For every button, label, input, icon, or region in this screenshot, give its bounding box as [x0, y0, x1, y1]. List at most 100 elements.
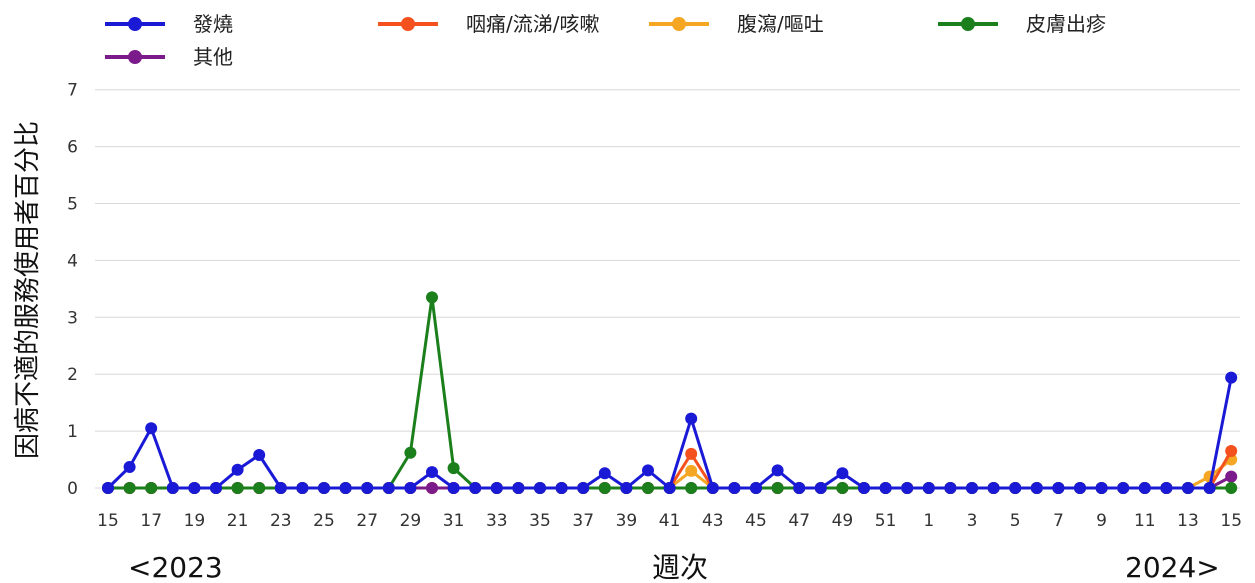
data-point: [706, 482, 719, 494]
data-point: [944, 482, 957, 494]
data-point: [793, 482, 806, 494]
y-axis-title: 因病不適的服務使用者百分比: [13, 121, 43, 459]
data-point: [771, 464, 784, 477]
data-point: [274, 482, 287, 494]
y-tick-label: 7: [67, 81, 78, 101]
legend-swatch-dot: [672, 17, 686, 31]
data-point: [512, 482, 525, 494]
data-point: [102, 482, 114, 494]
x-tick-label: 39: [616, 511, 638, 531]
data-point: [1182, 482, 1194, 494]
data-point: [404, 446, 417, 459]
x-tick-label: 1: [923, 511, 934, 531]
x-tick-label: 41: [659, 511, 681, 531]
data-point: [1225, 371, 1238, 384]
data-point: [361, 482, 374, 494]
data-point: [685, 482, 698, 494]
x-tick-label: 21: [227, 511, 249, 531]
legend-item: 皮膚出疹: [938, 12, 1106, 36]
data-point: [1009, 482, 1022, 494]
legend-label: 皮膚出疹: [1026, 12, 1106, 36]
data-point: [836, 467, 849, 480]
legend-item: 咽痛/流涕/咳嗽: [378, 12, 599, 36]
data-point: [296, 482, 309, 494]
data-point: [469, 482, 482, 494]
data-point: [966, 482, 978, 494]
x-tick-label: 5: [1010, 511, 1021, 531]
legend-item: 發燒: [105, 12, 233, 36]
legend-item: 腹瀉/嘔吐: [649, 12, 824, 36]
data-point: [685, 412, 698, 425]
legend-swatch-dot: [128, 17, 142, 31]
data-point: [339, 482, 352, 494]
data-point: [382, 482, 395, 494]
data-point: [642, 464, 654, 477]
data-point: [1225, 470, 1238, 483]
data-point: [253, 448, 266, 461]
data-point: [814, 482, 827, 494]
x-axis-ticks: 15 17 19 21 23 25 27 29 31 33 35 37 39 41 43 45 47 49 51 1 3…: [97, 511, 1242, 531]
data-point: [318, 482, 330, 494]
y-tick-label: 0: [67, 479, 78, 499]
legend-label: 其他: [193, 45, 233, 69]
data-point: [620, 482, 633, 494]
x-tick-label: 25: [313, 511, 335, 531]
y-tick-label: 4: [67, 251, 78, 271]
data-point: [166, 482, 179, 494]
legend-swatch-dot: [128, 50, 142, 64]
data-point: [1225, 445, 1238, 458]
grid-lines: [95, 89, 1240, 489]
data-point: [1225, 482, 1238, 494]
data-point: [836, 482, 849, 494]
y-tick-label: 6: [67, 138, 78, 158]
data-point: [1095, 482, 1108, 494]
x-tick-label: 23: [270, 511, 292, 531]
y-tick-label: 2: [67, 365, 78, 385]
data-point: [642, 482, 654, 494]
data-point: [447, 482, 460, 494]
x-tick-label: 33: [486, 511, 508, 531]
data-point: [577, 482, 590, 494]
data-point: [901, 482, 914, 494]
data-point: [145, 482, 158, 494]
data-point: [858, 482, 870, 494]
legend-item: 其他: [105, 45, 233, 69]
x-tick-label: 35: [529, 511, 551, 531]
data-point: [598, 482, 611, 494]
data-point: [879, 482, 892, 494]
x-tick-label: 43: [702, 511, 724, 531]
data-point: [685, 464, 698, 477]
data-point: [404, 482, 417, 494]
data-point: [771, 482, 784, 494]
x-tick-label: 3: [967, 511, 978, 531]
x-axis-title: 週次: [652, 551, 708, 583]
series-3: [102, 291, 1238, 494]
data-point: [447, 462, 460, 475]
data-point: [426, 291, 438, 304]
y-tick-label: 3: [67, 308, 78, 328]
data-point: [188, 482, 201, 494]
legend-label: 腹瀉/嘔吐: [737, 12, 824, 36]
data-point: [426, 466, 438, 479]
legend-label: 咽痛/流涕/咳嗽: [466, 12, 599, 36]
data-point: [922, 482, 935, 494]
data-point: [728, 482, 741, 494]
y-tick-label: 1: [67, 422, 78, 442]
data-point: [123, 460, 136, 473]
x-tick-label: 11: [1134, 511, 1156, 531]
data-point: [145, 422, 158, 435]
data-point: [1203, 482, 1216, 494]
data-point: [1160, 482, 1173, 494]
x-tick-label: 51: [875, 511, 897, 531]
x-tick-label: 45: [745, 511, 767, 531]
x-tick-label: 7: [1053, 511, 1064, 531]
series-line: [108, 295, 1232, 490]
data-point: [253, 482, 266, 494]
data-point: [598, 467, 611, 480]
x-tick-label: 29: [400, 511, 422, 531]
data-point: [1117, 482, 1130, 494]
year-end-label: 2024>: [1125, 551, 1220, 583]
x-tick-label: 15: [1220, 511, 1242, 531]
data-point: [1030, 482, 1043, 494]
